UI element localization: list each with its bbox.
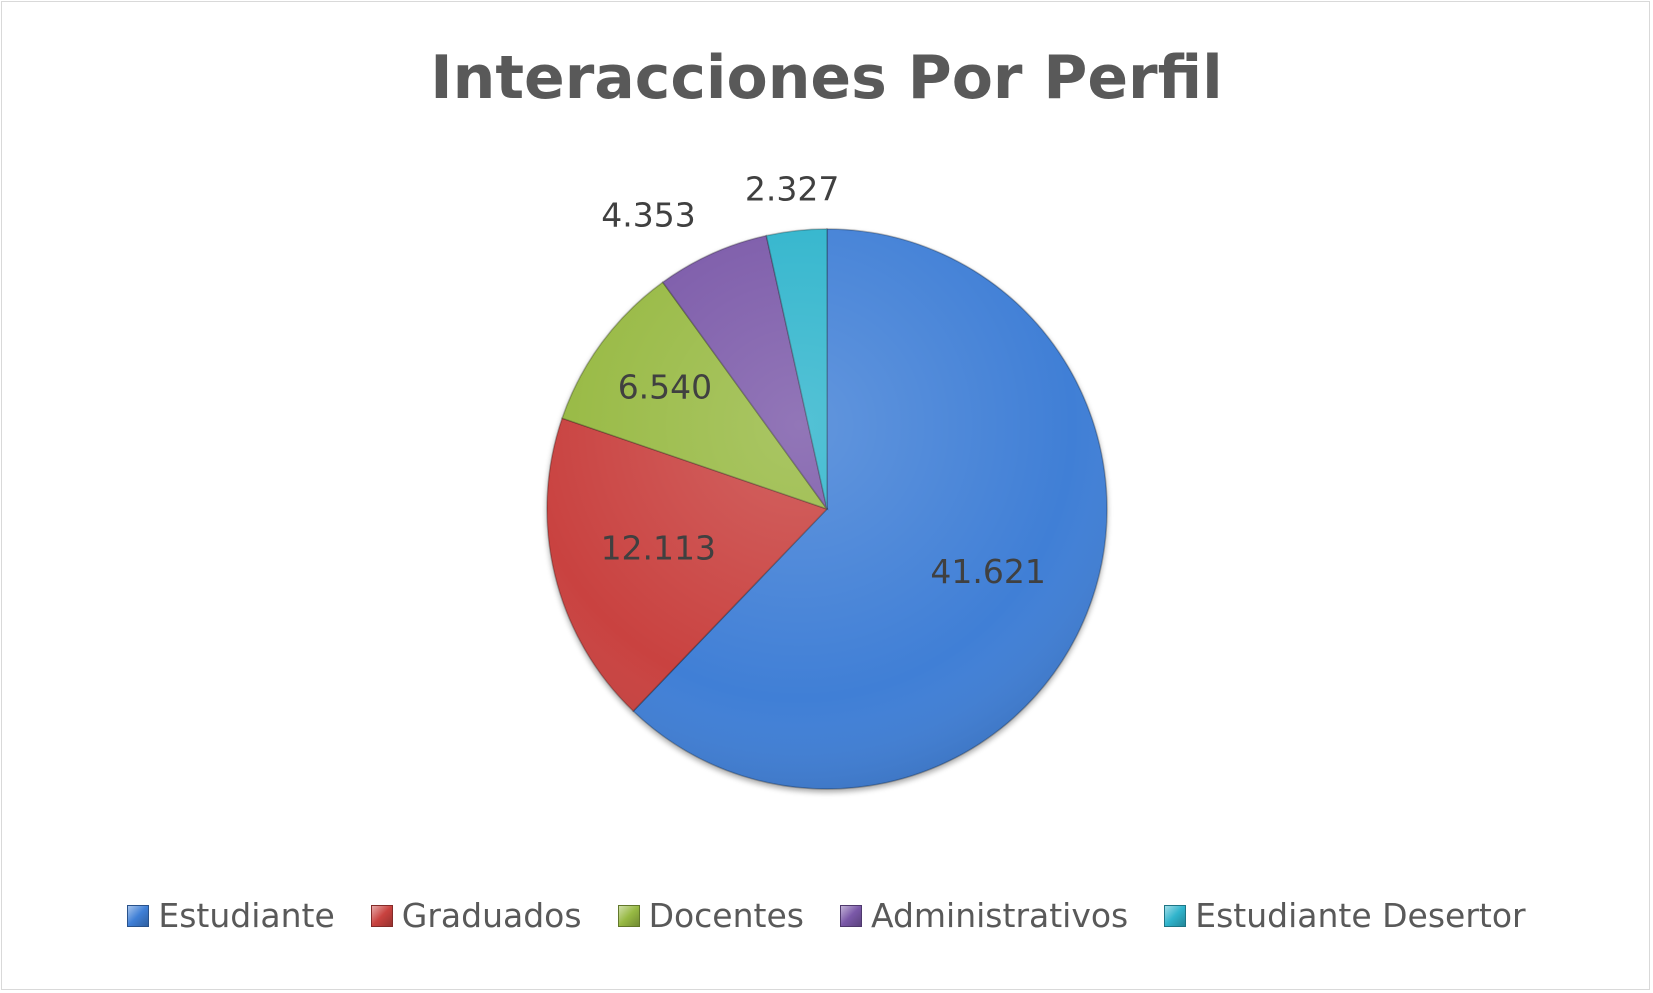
legend-item-graduados[interactable]: Graduados [370,896,582,935]
data-label-docentes: 6.540 [618,368,712,407]
legend-item-docentes[interactable]: Docentes [617,896,804,935]
legend-swatch-estudiante-desertor [1164,904,1187,927]
legend-label-administrativos: Administrativos [870,896,1129,935]
legend-label-estudiante-desertor: Estudiante Desertor [1195,896,1526,935]
chart-title: Interacciones Por Perfil [430,43,1223,113]
legend-swatch-graduados [370,904,393,927]
data-label-graduados: 12.113 [601,528,716,567]
legend: Estudiante Graduados Docentes Administrativ… [0,896,1653,935]
data-label-estudiante-desertor: 2.327 [745,169,839,208]
data-label-administrativos: 4.353 [601,196,695,235]
legend-label-docentes: Docentes [648,896,804,935]
legend-label-graduados: Graduados [401,896,582,935]
legend-label-estudiante: Estudiante [158,896,335,935]
legend-item-administrativos[interactable]: Administrativos [839,896,1129,935]
legend-swatch-administrativos [839,904,862,927]
data-label-estudiante: 41.621 [930,552,1045,591]
legend-item-estudiante-desertor[interactable]: Estudiante Desertor [1164,896,1526,935]
legend-swatch-docentes [617,904,640,927]
legend-item-estudiante[interactable]: Estudiante [127,896,335,935]
legend-swatch-estudiante [127,904,150,927]
